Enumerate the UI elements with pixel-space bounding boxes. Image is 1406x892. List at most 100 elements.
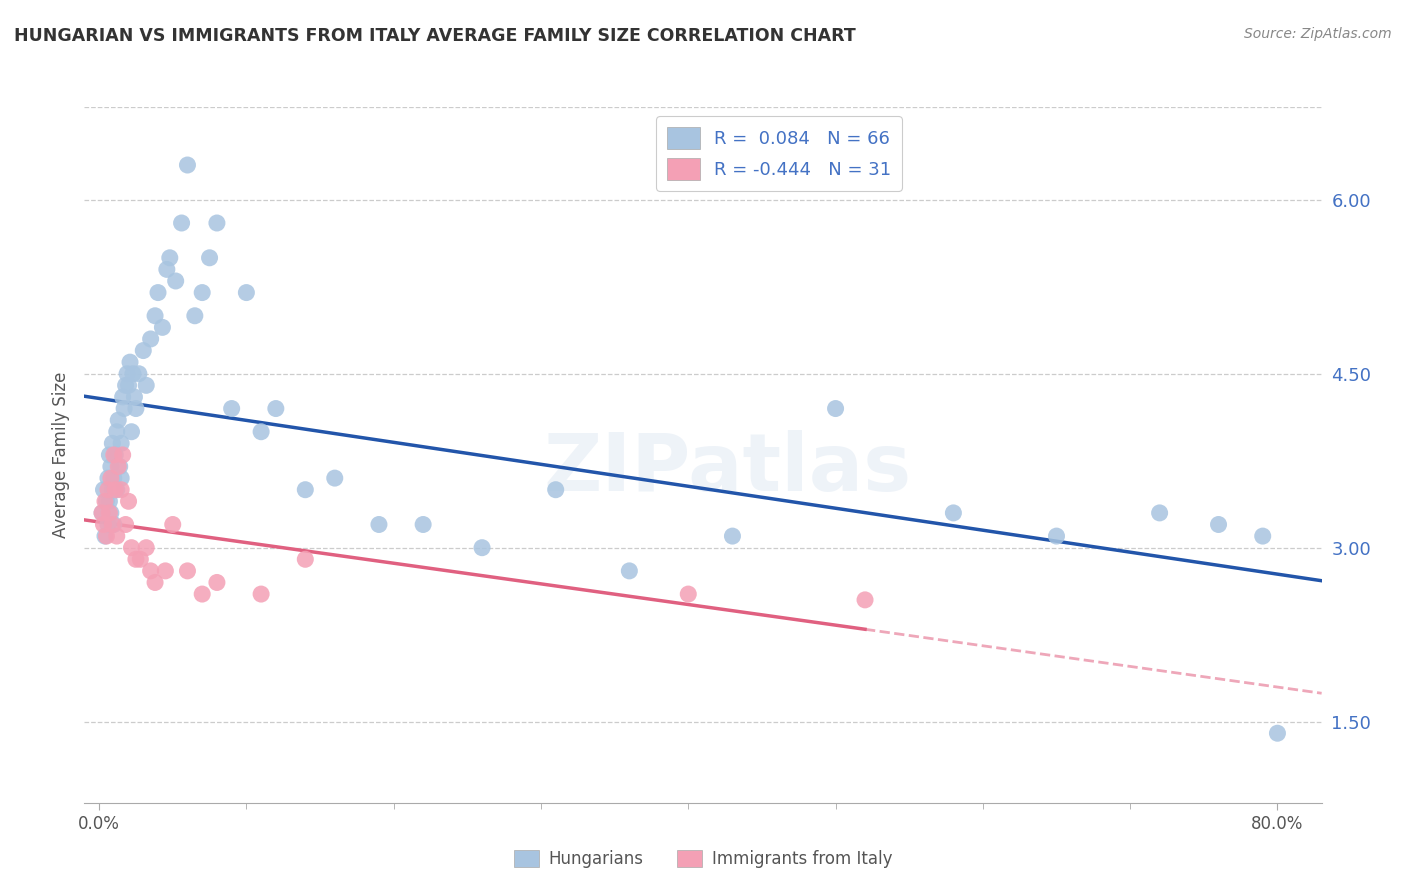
Point bbox=[100, 471, 122, 485]
Point bbox=[105, 529, 128, 543]
Point bbox=[143, 309, 166, 323]
Point bbox=[100, 506, 122, 520]
Point bbox=[162, 517, 184, 532]
Point bbox=[105, 483, 128, 497]
Point bbox=[824, 401, 846, 416]
Point bbox=[105, 425, 128, 439]
Point bbox=[110, 483, 132, 497]
Point bbox=[103, 448, 125, 462]
Point bbox=[129, 552, 152, 566]
Point bbox=[93, 517, 115, 532]
Point bbox=[125, 552, 148, 566]
Point bbox=[198, 251, 221, 265]
Point bbox=[135, 541, 157, 555]
Legend: R =  0.084   N = 66, R = -0.444   N = 31: R = 0.084 N = 66, R = -0.444 N = 31 bbox=[657, 116, 903, 191]
Point bbox=[1208, 517, 1230, 532]
Point bbox=[100, 459, 122, 474]
Point bbox=[942, 506, 965, 520]
Point bbox=[101, 436, 124, 450]
Point bbox=[176, 564, 198, 578]
Point bbox=[101, 483, 124, 497]
Point bbox=[544, 483, 567, 497]
Point bbox=[128, 367, 150, 381]
Point bbox=[98, 506, 121, 520]
Point bbox=[124, 390, 146, 404]
Point bbox=[146, 285, 169, 300]
Point bbox=[115, 367, 138, 381]
Point bbox=[98, 448, 121, 462]
Point bbox=[103, 517, 125, 532]
Point bbox=[114, 517, 136, 532]
Point bbox=[94, 494, 117, 508]
Point bbox=[111, 390, 134, 404]
Point bbox=[98, 494, 121, 508]
Point bbox=[121, 425, 143, 439]
Point bbox=[135, 378, 157, 392]
Text: ZIPatlas: ZIPatlas bbox=[544, 430, 912, 508]
Point bbox=[101, 517, 124, 532]
Point bbox=[117, 378, 139, 392]
Point bbox=[112, 401, 135, 416]
Point bbox=[111, 448, 134, 462]
Point bbox=[721, 529, 744, 543]
Point bbox=[132, 343, 155, 358]
Point bbox=[110, 436, 132, 450]
Point bbox=[205, 216, 228, 230]
Point bbox=[471, 541, 494, 555]
Point bbox=[191, 285, 214, 300]
Point bbox=[619, 564, 641, 578]
Point bbox=[118, 355, 141, 369]
Point bbox=[1251, 529, 1274, 543]
Point bbox=[155, 564, 177, 578]
Point bbox=[94, 529, 117, 543]
Point bbox=[122, 367, 145, 381]
Point bbox=[104, 483, 127, 497]
Text: HUNGARIAN VS IMMIGRANTS FROM ITALY AVERAGE FAMILY SIZE CORRELATION CHART: HUNGARIAN VS IMMIGRANTS FROM ITALY AVERA… bbox=[14, 27, 856, 45]
Point bbox=[1045, 529, 1067, 543]
Point bbox=[678, 587, 700, 601]
Legend: Hungarians, Immigrants from Italy: Hungarians, Immigrants from Italy bbox=[508, 843, 898, 875]
Point bbox=[104, 448, 127, 462]
Point bbox=[323, 471, 346, 485]
Point bbox=[108, 459, 131, 474]
Point bbox=[294, 552, 316, 566]
Text: Source: ZipAtlas.com: Source: ZipAtlas.com bbox=[1244, 27, 1392, 41]
Point bbox=[294, 483, 316, 497]
Point bbox=[96, 529, 118, 543]
Point bbox=[110, 471, 132, 485]
Point bbox=[107, 459, 129, 474]
Point bbox=[139, 332, 162, 346]
Point bbox=[184, 309, 207, 323]
Point bbox=[143, 575, 166, 590]
Point bbox=[97, 471, 120, 485]
Point bbox=[103, 471, 125, 485]
Point bbox=[205, 575, 228, 590]
Point bbox=[117, 494, 139, 508]
Point bbox=[1149, 506, 1171, 520]
Point bbox=[250, 425, 273, 439]
Point bbox=[91, 506, 114, 520]
Point bbox=[176, 158, 198, 172]
Point bbox=[853, 592, 876, 607]
Point bbox=[165, 274, 187, 288]
Point bbox=[412, 517, 434, 532]
Point bbox=[107, 413, 129, 427]
Point bbox=[93, 483, 115, 497]
Point bbox=[152, 320, 174, 334]
Point bbox=[235, 285, 257, 300]
Y-axis label: Average Family Size: Average Family Size bbox=[52, 372, 70, 538]
Point bbox=[125, 401, 148, 416]
Point bbox=[91, 506, 114, 520]
Point bbox=[264, 401, 287, 416]
Point bbox=[368, 517, 391, 532]
Point bbox=[156, 262, 179, 277]
Point bbox=[191, 587, 214, 601]
Point bbox=[97, 483, 120, 497]
Point bbox=[1267, 726, 1289, 740]
Point bbox=[221, 401, 243, 416]
Point bbox=[96, 494, 118, 508]
Point bbox=[159, 251, 181, 265]
Point bbox=[114, 378, 136, 392]
Point bbox=[97, 517, 120, 532]
Point bbox=[121, 541, 143, 555]
